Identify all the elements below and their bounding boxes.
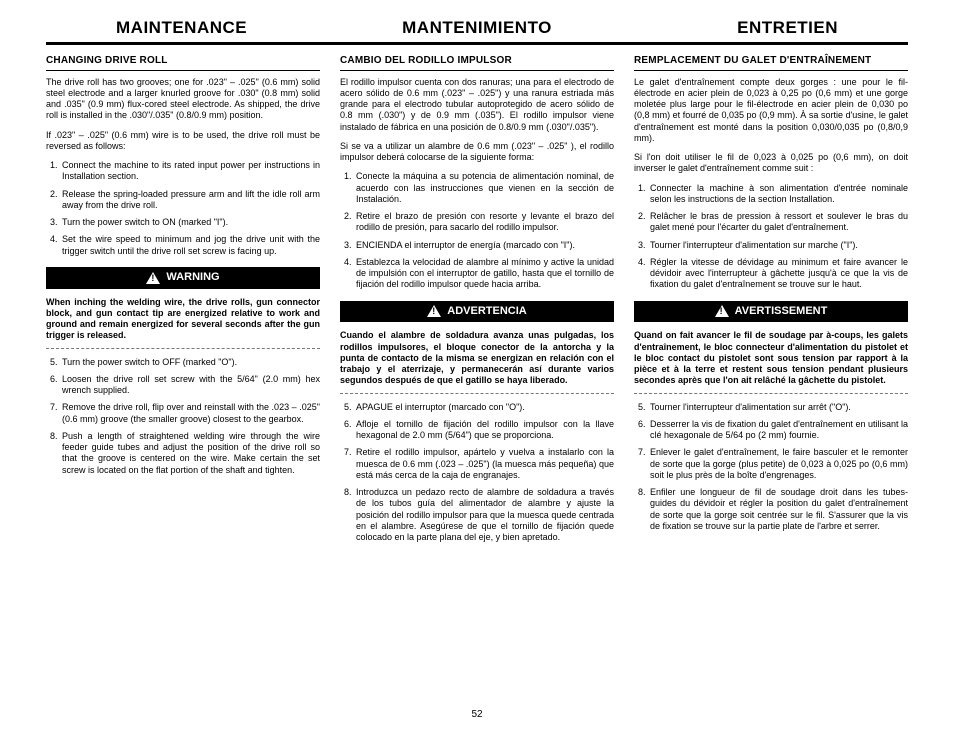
subheading-en: CHANGING DRIVE ROLL <box>46 55 320 71</box>
header-es: MANTENIMIENTO <box>357 18 598 38</box>
en-list1-item: Release the spring-loaded pressure arm a… <box>60 189 320 212</box>
fr-p1: Le galet d'entraînement compte deux gorg… <box>634 77 908 145</box>
page-number: 52 <box>0 709 954 720</box>
fr-list2-item: Enlever le galet d'entraînement, le fair… <box>648 447 908 481</box>
es-list2-item: Retire el rodillo impulsor, apártelo y v… <box>354 447 614 481</box>
subheading-fr: REMPLACEMENT DU GALET D'ENTRAÎNEMENT <box>634 55 908 71</box>
es-list2-item: Introduzca un pedazo recto de alambre de… <box>354 487 614 543</box>
fr-warn-text: Quand on fait avancer le fil de soudage … <box>634 330 908 386</box>
page: MAINTENANCE MANTENIMIENTO ENTRETIEN CHAN… <box>0 0 954 551</box>
warning-label-fr: AVERTISSEMENT <box>735 305 828 319</box>
fr-list1-item: Régler la vitesse de dévidage au minimum… <box>648 257 908 291</box>
es-list1-item: ENCIENDA el interruptor de energía (marc… <box>354 240 614 251</box>
es-list1-item: Retire el brazo de presión con resorte y… <box>354 211 614 234</box>
header-en: MAINTENANCE <box>46 18 357 38</box>
en-p1: The drive roll has two grooves; one for … <box>46 77 320 122</box>
es-list2-item: APAGUE el interruptor (marcado con "O"). <box>354 402 614 413</box>
es-list1-item: Conecte la máquina a su potencia de alim… <box>354 171 614 205</box>
column-en: CHANGING DRIVE ROLL The drive roll has t… <box>46 55 320 551</box>
warning-label-es: ADVERTENCIA <box>447 305 526 319</box>
en-list2: Turn the power switch to OFF (marked "O"… <box>46 357 320 476</box>
fr-list2-item: Desserrer la vis de fixation du galet d'… <box>648 419 908 442</box>
warning-bar-en: WARNING <box>46 267 320 289</box>
columns: CHANGING DRIVE ROLL The drive roll has t… <box>46 55 908 551</box>
es-p2: Si se va a utilizar un alambre de 0.6 mm… <box>340 141 614 164</box>
fr-list1-item: Tourner l'interrupteur d'alimentation su… <box>648 240 908 251</box>
section-header-row: MAINTENANCE MANTENIMIENTO ENTRETIEN <box>46 18 908 45</box>
en-list1: Connect the machine to its rated input p… <box>46 160 320 257</box>
en-p2: If .023" – .025" (0.6 mm) wire is to be … <box>46 130 320 153</box>
en-list2-item: Remove the drive roll, flip over and rei… <box>60 402 320 425</box>
en-list1-item: Turn the power switch to ON (marked "I")… <box>60 217 320 228</box>
en-list2-item: Loosen the drive roll set screw with the… <box>60 374 320 397</box>
es-list1-item: Establezca la velocidad de alambre al mí… <box>354 257 614 291</box>
es-warn-text: Cuando el alambre de soldadura avanza un… <box>340 330 614 386</box>
header-fr: ENTRETIEN <box>597 18 908 38</box>
warning-icon <box>427 305 441 317</box>
fr-list1-item: Connecter la machine à son alimentation … <box>648 183 908 206</box>
en-list1-item: Connect the machine to its rated input p… <box>60 160 320 183</box>
en-warn-text: When inching the welding wire, the drive… <box>46 297 320 342</box>
en-list2-item: Push a length of straightened welding wi… <box>60 431 320 476</box>
separator <box>340 393 614 394</box>
es-list1: Conecte la máquina a su potencia de alim… <box>340 171 614 290</box>
fr-list2-item: Enfiler une longueur de fil de soudage d… <box>648 487 908 532</box>
subheading-es: CAMBIO DEL RODILLO IMPULSOR <box>340 55 614 71</box>
warning-icon <box>715 305 729 317</box>
warning-label-en: WARNING <box>166 271 219 285</box>
warning-bar-fr: AVERTISSEMENT <box>634 301 908 323</box>
fr-list1: Connecter la machine à son alimentation … <box>634 183 908 291</box>
separator <box>46 348 320 349</box>
column-fr: REMPLACEMENT DU GALET D'ENTRAÎNEMENT Le … <box>634 55 908 551</box>
fr-list2: Tourner l'interrupteur d'alimentation su… <box>634 402 908 533</box>
warning-icon <box>146 272 160 284</box>
es-p1: El rodillo impulsor cuenta con dos ranur… <box>340 77 614 133</box>
fr-list2-item: Tourner l'interrupteur d'alimentation su… <box>648 402 908 413</box>
en-list2-item: Turn the power switch to OFF (marked "O"… <box>60 357 320 368</box>
column-es: CAMBIO DEL RODILLO IMPULSOR El rodillo i… <box>340 55 614 551</box>
es-list2-item: Afloje el tornillo de fijación del rodil… <box>354 419 614 442</box>
separator <box>634 393 908 394</box>
en-list1-item: Set the wire speed to minimum and jog th… <box>60 234 320 257</box>
es-list2: APAGUE el interruptor (marcado con "O").… <box>340 402 614 544</box>
fr-p2: Si l'on doit utiliser le fil de 0,023 à … <box>634 152 908 175</box>
warning-bar-es: ADVERTENCIA <box>340 301 614 323</box>
fr-list1-item: Relâcher le bras de pression à ressort e… <box>648 211 908 234</box>
